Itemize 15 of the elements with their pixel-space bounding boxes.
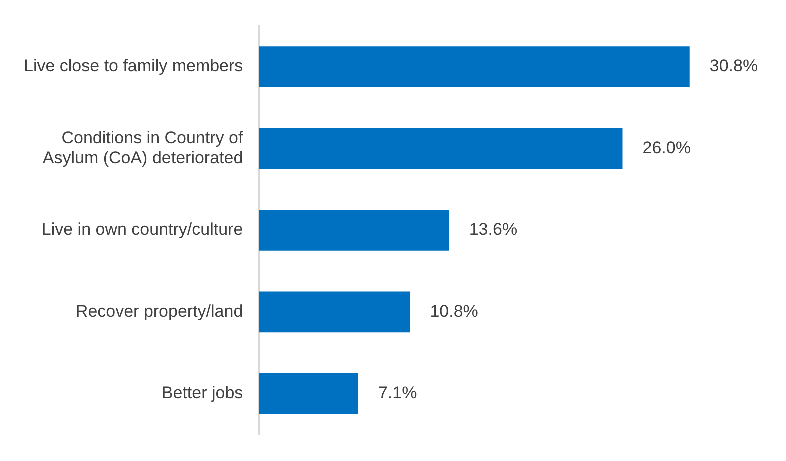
bar [259,46,690,88]
y-tick-label: Live close to family members [24,56,244,76]
bar [259,374,358,414]
y-tick-label: Live in own country/culture [42,220,244,240]
bar [259,292,410,333]
y-tick-label: Recover property/land [76,302,244,321]
data-label: 30.8% [710,56,758,76]
data-label: 10.8% [430,302,478,321]
data-label: 26.0% [642,138,691,158]
y-tick-label: Conditions in Country of Asylum (CoA) deteriorated [42,128,244,168]
data-label: 7.1% [378,384,418,403]
y-tick-label: Better jobs [162,384,244,403]
bar [259,128,623,170]
bar [259,210,450,251]
data-label: 13.6% [469,220,518,240]
